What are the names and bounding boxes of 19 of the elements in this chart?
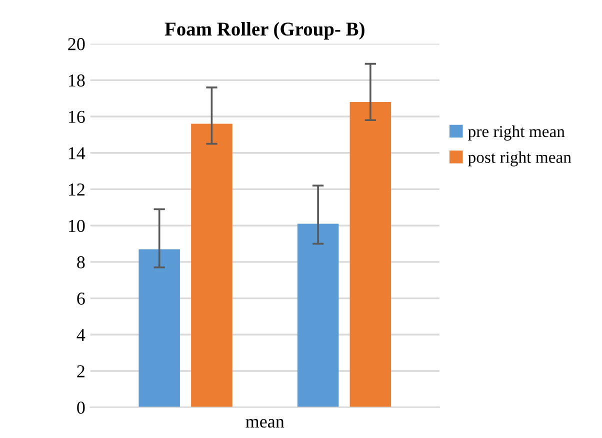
bar xyxy=(138,249,180,408)
y-tick-label: 14 xyxy=(68,147,86,160)
y-tick-label: 20 xyxy=(68,38,85,50)
y-tick-label: 12 xyxy=(68,184,84,196)
y-tick-label: 8 xyxy=(77,256,85,268)
chart-title: Foam Roller (Group- B) xyxy=(164,22,364,40)
y-tick-label: 6 xyxy=(77,292,85,305)
x-axis-title: mean xyxy=(246,419,284,428)
y-tick-label: 2 xyxy=(77,365,84,378)
y-tick-label: 16 xyxy=(68,110,85,123)
y-tick-label: 4 xyxy=(76,329,86,341)
bar xyxy=(191,124,232,408)
y-tick-label: 0 xyxy=(77,402,85,414)
bar xyxy=(350,102,392,408)
y-tick-label: 18 xyxy=(68,74,85,87)
y-tick-label: 10 xyxy=(68,220,85,232)
legend-label: pre right mean xyxy=(468,125,565,141)
bar xyxy=(297,224,339,408)
legend-label: post right mean xyxy=(468,151,572,166)
